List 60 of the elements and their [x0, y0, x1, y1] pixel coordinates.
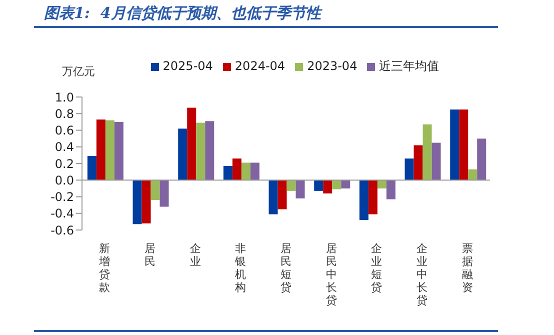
y-tick-label: 0.6	[54, 124, 74, 138]
bar	[114, 122, 124, 180]
bar	[178, 128, 188, 180]
y-tick-label: 0.2	[54, 156, 74, 171]
bar	[96, 119, 106, 180]
bar	[377, 180, 386, 188]
bar	[160, 180, 169, 207]
bar	[450, 109, 460, 180]
bar	[332, 180, 342, 190]
bar	[368, 180, 378, 214]
x-tick-label: 居民中长贷	[326, 242, 337, 307]
y-tick-label: -0.2	[50, 190, 74, 204]
bar	[250, 162, 260, 180]
chart-title: 图表1: 4月信贷低于预期、也低于季节性	[44, 4, 321, 23]
bar	[314, 180, 324, 191]
y-tick-label: 0.4	[54, 140, 74, 154]
x-tick-label: 企业中长贷	[416, 242, 428, 307]
bar	[268, 180, 278, 214]
bar	[341, 180, 350, 188]
bar	[432, 142, 441, 180]
bar	[142, 180, 151, 224]
bar	[196, 122, 206, 180]
bar	[205, 121, 214, 180]
bar	[414, 145, 423, 180]
bar	[459, 109, 468, 180]
bar	[223, 166, 232, 180]
legend-label: 2024-04	[234, 59, 286, 73]
bar	[468, 169, 478, 180]
x-tick-label: 非银机构	[234, 242, 246, 294]
x-tick-label: 企业	[190, 242, 201, 268]
bar	[286, 180, 296, 191]
x-tick-label: 新增贷款	[98, 242, 110, 294]
y-tick-label: 1.0	[54, 90, 74, 104]
legend-label: 近三年均值	[379, 59, 440, 73]
y-tick-label: 0.8	[54, 106, 74, 121]
x-tick-label: 票据融资	[462, 242, 473, 294]
y-tick-label: -0.6	[50, 223, 74, 238]
bar	[232, 158, 242, 180]
bar	[296, 180, 305, 198]
bar	[422, 124, 432, 180]
x-tick-label: 居民	[144, 242, 156, 268]
legend-label: 2025-04	[162, 59, 213, 73]
x-tick-label: 企业短贷	[371, 242, 382, 294]
y-tick-label: 0.0	[54, 173, 74, 188]
bar	[187, 108, 196, 180]
bar	[105, 120, 114, 180]
bar	[87, 156, 96, 180]
bar	[132, 180, 142, 224]
y-tick-label: -0.4	[50, 206, 74, 221]
y-axis-title: 万亿元	[62, 64, 95, 79]
x-tick-label: 居民短贷	[280, 242, 292, 294]
bar	[359, 180, 368, 220]
bar	[278, 180, 287, 210]
bar	[150, 180, 160, 200]
bar	[241, 162, 250, 180]
bar	[477, 138, 486, 180]
legend-label: 2023-04	[307, 59, 358, 73]
bar	[404, 158, 414, 180]
bar	[323, 180, 332, 194]
bar	[386, 180, 396, 200]
